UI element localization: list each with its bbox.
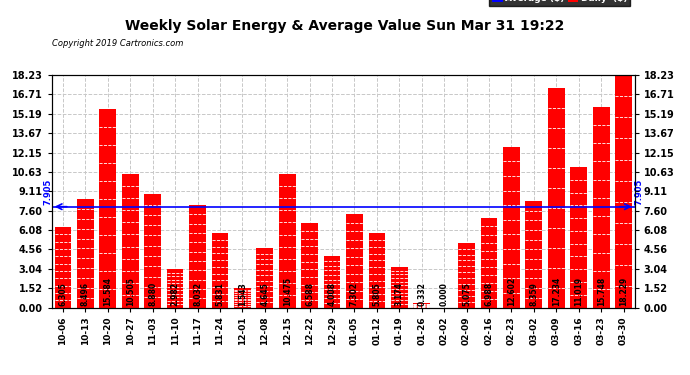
Text: 4.645: 4.645	[260, 283, 269, 306]
Text: 12.602: 12.602	[507, 278, 516, 306]
Bar	[55, 227, 71, 308]
Text: 17.234: 17.234	[552, 277, 561, 306]
Bar	[593, 106, 609, 308]
Text: 7.905: 7.905	[635, 179, 644, 206]
Bar	[77, 199, 94, 308]
Bar	[368, 234, 385, 308]
Bar	[391, 267, 408, 308]
Text: 5.805: 5.805	[373, 283, 382, 306]
Bar	[302, 224, 318, 308]
Bar	[99, 109, 116, 308]
Bar	[503, 147, 520, 308]
Bar	[413, 303, 430, 307]
Text: 0.000: 0.000	[440, 283, 449, 306]
Text: 5.075: 5.075	[462, 283, 471, 306]
Bar	[189, 205, 206, 308]
Text: 8.880: 8.880	[148, 282, 157, 306]
Bar	[212, 233, 228, 308]
Bar	[144, 194, 161, 308]
Text: 3.174: 3.174	[395, 282, 404, 306]
Text: 8.032: 8.032	[193, 282, 202, 306]
Bar	[548, 88, 564, 308]
Text: 8.496: 8.496	[81, 282, 90, 306]
Text: Copyright 2019 Cartronics.com: Copyright 2019 Cartronics.com	[52, 39, 183, 48]
Bar	[615, 75, 632, 307]
Bar	[257, 248, 273, 308]
Text: 10.505: 10.505	[126, 278, 135, 306]
Text: 0.332: 0.332	[417, 283, 426, 306]
Bar	[481, 218, 497, 308]
Text: 6.988: 6.988	[484, 282, 493, 306]
Text: 10.475: 10.475	[283, 278, 292, 306]
Text: 18.229: 18.229	[619, 277, 628, 306]
Bar	[167, 270, 184, 308]
Text: 15.584: 15.584	[104, 278, 112, 306]
Bar	[324, 256, 340, 307]
Text: 2.982: 2.982	[170, 282, 179, 306]
Text: 7.905: 7.905	[44, 179, 53, 206]
Legend: Average ($), Daily  ($): Average ($), Daily ($)	[489, 0, 630, 6]
Bar	[234, 288, 250, 308]
Bar	[346, 214, 363, 308]
Text: 15.748: 15.748	[597, 277, 606, 306]
Text: 1.543: 1.543	[238, 283, 247, 306]
Bar	[279, 174, 295, 308]
Text: 7.302: 7.302	[350, 282, 359, 306]
Text: 8.359: 8.359	[529, 283, 538, 306]
Bar	[571, 167, 587, 308]
Text: 5.831: 5.831	[215, 283, 224, 306]
Bar	[122, 174, 139, 308]
Text: 11.019: 11.019	[574, 278, 583, 306]
Bar	[526, 201, 542, 308]
Text: 6.305: 6.305	[59, 283, 68, 306]
Text: 4.008: 4.008	[328, 282, 337, 306]
Text: Weekly Solar Energy & Average Value Sun Mar 31 19:22: Weekly Solar Energy & Average Value Sun …	[126, 19, 564, 33]
Text: 6.588: 6.588	[305, 282, 314, 306]
Bar	[458, 243, 475, 308]
